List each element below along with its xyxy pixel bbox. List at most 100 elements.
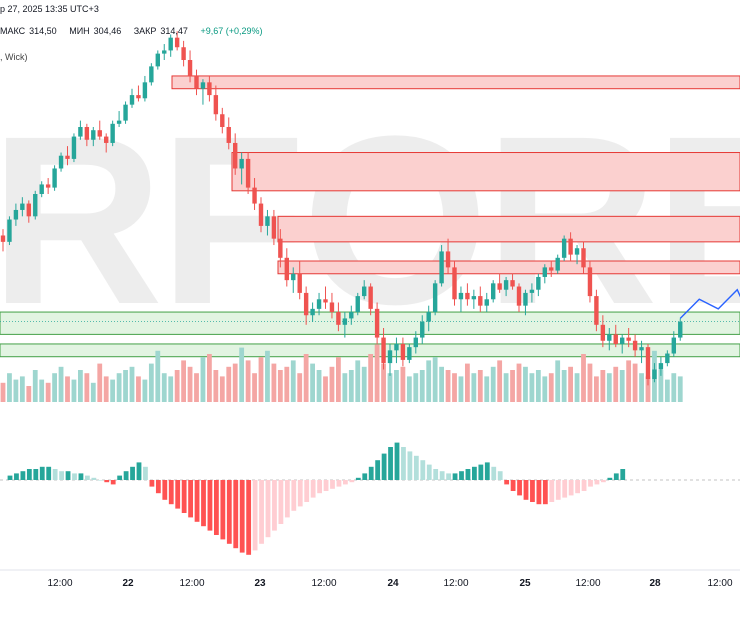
histogram-bar xyxy=(613,473,619,480)
candle-body xyxy=(71,136,77,159)
volume-bar xyxy=(606,373,612,402)
histogram-bar xyxy=(233,480,239,549)
histogram-bar xyxy=(536,480,542,505)
candle-body xyxy=(626,337,631,341)
candle-body xyxy=(471,296,477,300)
histogram-bar xyxy=(201,480,206,527)
histogram-bar xyxy=(581,480,587,491)
histogram-bar xyxy=(510,480,516,491)
histogram-bar xyxy=(336,480,342,487)
candle-body xyxy=(439,251,444,284)
candle-body xyxy=(155,53,160,67)
histogram-bar xyxy=(110,480,116,485)
time-axis-tick: 22 xyxy=(122,578,134,589)
histogram-bar xyxy=(175,480,181,509)
candle-body xyxy=(542,267,547,277)
histogram-bar xyxy=(497,471,503,480)
candle-body xyxy=(200,82,206,89)
histogram-bar xyxy=(575,480,580,494)
candle-body xyxy=(187,60,193,76)
volume-bar xyxy=(581,354,586,402)
histogram-bar xyxy=(381,453,387,480)
histogram-bar xyxy=(246,480,252,555)
candle-body xyxy=(555,257,560,271)
candle-body xyxy=(310,308,315,316)
volume-bar xyxy=(639,373,644,402)
histogram-bar xyxy=(388,447,393,480)
candle-body xyxy=(400,343,406,360)
volume-bar xyxy=(200,357,206,402)
time-axis-tick: 28 xyxy=(649,578,661,589)
histogram-bar xyxy=(304,480,310,502)
histogram-bar xyxy=(607,477,613,480)
volume-bar xyxy=(574,373,580,402)
volume-bar xyxy=(148,363,154,402)
histogram-bar xyxy=(78,473,84,480)
histogram-bar xyxy=(562,480,568,498)
candle-body xyxy=(168,37,173,51)
volume-bar xyxy=(658,370,664,402)
candle-body xyxy=(174,37,180,48)
candle-body xyxy=(39,184,44,194)
histogram-bar xyxy=(194,480,200,522)
candle-body xyxy=(7,219,12,242)
volume-bar xyxy=(336,357,341,402)
histogram-bar xyxy=(214,480,219,535)
volume-bar xyxy=(452,373,457,402)
candle-body xyxy=(510,280,515,287)
candle-body xyxy=(207,82,212,96)
histogram-bar xyxy=(149,480,155,487)
histogram-bar xyxy=(310,480,316,498)
candle-body xyxy=(104,136,109,143)
histogram-bar xyxy=(265,480,271,538)
histogram-bar xyxy=(72,473,77,480)
support-zone xyxy=(0,311,740,335)
volume-bar xyxy=(52,373,57,402)
volume-bar xyxy=(671,373,677,402)
histogram-bar xyxy=(284,480,290,518)
volume-bar xyxy=(0,382,6,402)
histogram-bar xyxy=(420,460,426,480)
histogram-bar xyxy=(97,480,103,481)
volume-bar xyxy=(587,363,593,402)
resistance-zone xyxy=(171,75,740,90)
histogram-bar xyxy=(504,480,510,485)
volume-bar xyxy=(123,370,128,402)
time-axis-tick: 12:00 xyxy=(707,578,733,589)
candle-body xyxy=(226,127,231,143)
candle-body xyxy=(671,337,676,354)
candle-body xyxy=(323,299,328,303)
candle-body xyxy=(362,286,367,297)
candle-body xyxy=(368,286,373,309)
volume-bar xyxy=(645,376,651,402)
candle-body xyxy=(574,248,580,255)
ohlc-value-low: 304,46 xyxy=(93,26,122,36)
resistance-zone xyxy=(231,152,740,192)
volume-bar xyxy=(387,373,393,402)
candle-body xyxy=(600,324,606,341)
candle-body xyxy=(407,347,412,360)
volume-bar xyxy=(497,360,503,402)
histogram-bar xyxy=(65,471,71,480)
volume-bar xyxy=(516,363,522,402)
volume-bar xyxy=(619,370,625,402)
histogram-bar xyxy=(297,480,303,507)
volume-bar xyxy=(406,376,412,402)
ohlc-value-close: 314,47 xyxy=(160,26,188,36)
time-axis-tick: 12:00 xyxy=(47,578,73,589)
ohlc-label-close: ЗАКР xyxy=(133,26,157,36)
histogram-bar xyxy=(343,480,348,485)
volume-bar xyxy=(316,370,322,402)
volume-bar xyxy=(400,366,406,402)
histogram-bar xyxy=(549,480,555,502)
candle-body xyxy=(355,296,360,313)
volume-bar xyxy=(26,386,32,402)
volume-bar xyxy=(181,360,186,402)
candle-body xyxy=(620,337,625,344)
candle-body xyxy=(568,238,573,255)
histogram-bar xyxy=(181,480,187,513)
histogram-bar xyxy=(130,466,135,480)
histogram-bar xyxy=(26,469,32,480)
